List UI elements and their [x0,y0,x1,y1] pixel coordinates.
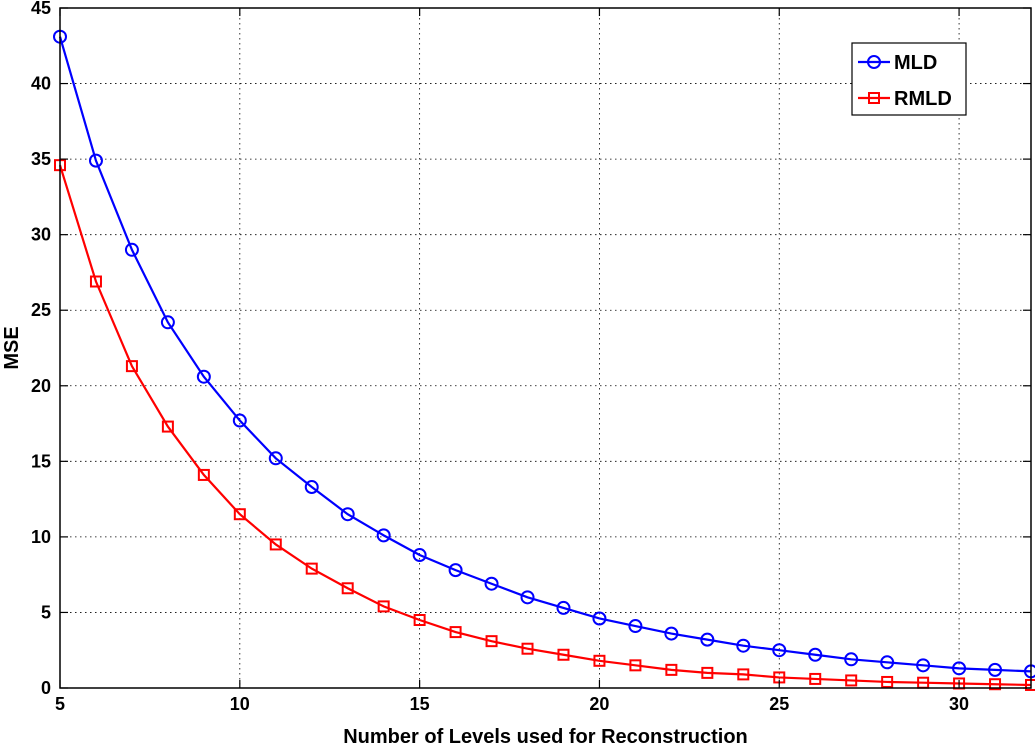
y-tick-label: 45 [31,0,51,18]
y-tick-label: 40 [31,74,51,94]
data-point-rmld [593,654,606,667]
data-point-rmld [125,360,138,373]
data-point-mld [412,548,427,563]
x-tick-label: 10 [230,694,250,714]
data-point-rmld [161,420,174,433]
x-tick-label: 20 [589,694,609,714]
series-rmld [54,159,1035,691]
data-point-mld [844,652,859,667]
data-point-rmld [413,614,426,626]
y-tick-label: 35 [31,149,51,169]
legend-label-rmld: RMLD [894,88,952,110]
data-point-mld [448,563,463,578]
data-point-mld [952,661,967,676]
y-tick-label: 5 [41,602,51,622]
y-axis-label: MSE [1,326,23,369]
series-layer [53,29,1035,691]
data-point-rmld [845,674,858,687]
y-tick-label: 30 [31,225,51,245]
y-tick-label: 15 [31,451,51,471]
data-point-mld [772,643,787,658]
legend-label-mld: MLD [894,52,937,74]
legend-entry-rmld: RMLD [858,88,952,110]
data-point-rmld [269,538,282,551]
data-point-rmld [197,468,210,481]
data-point-rmld [557,648,570,661]
data-point-mld [340,507,355,522]
data-point-rmld [521,642,534,655]
plot-frame [59,7,1032,689]
data-point-mld [196,369,211,384]
data-point-mld [268,451,283,466]
data-point-mld [520,590,535,605]
data-point-rmld [989,678,1002,691]
legend-marker-mld [867,55,881,69]
data-point-mld [916,658,931,673]
data-point-rmld [305,562,318,575]
data-point-mld [628,619,643,634]
data-point-rmld [809,672,822,685]
data-point-mld [124,242,139,257]
data-point-rmld [881,675,894,688]
data-point-mld [304,480,319,495]
legend-marker-rmld [868,92,880,104]
x-tick-label: 5 [55,694,65,714]
series-mld [53,29,1035,679]
grid [60,8,1031,688]
legend-marker-shape [867,55,881,69]
y-tick-label: 0 [41,678,51,698]
y-tick-label: 10 [31,527,51,547]
legend: MLD RMLD [851,42,967,116]
data-point-mld [376,528,391,543]
x-tick-label: 30 [949,694,969,714]
data-point-mld [880,655,895,670]
data-point-rmld [233,508,246,521]
data-point-mld [484,576,499,591]
data-point-mld [556,600,571,615]
data-point-rmld [89,275,102,288]
y-tick-label: 20 [31,376,51,396]
y-tick-label: 25 [31,300,51,320]
data-point-rmld [449,626,462,639]
data-point-rmld [341,582,354,595]
data-point-mld [664,626,679,641]
data-point-mld [88,153,103,168]
x-axis-label: Number of Levels used for Reconstruction [343,726,748,748]
series-line-rmld [58,164,1032,687]
data-point-mld [736,638,751,653]
data-point-mld [592,611,607,626]
legend-entry-mld: MLD [858,52,937,74]
x-tick-label: 25 [769,694,789,714]
data-point-mld [160,315,175,330]
x-tick-label: 15 [410,694,430,714]
data-point-rmld [701,666,714,679]
series-line-mld [58,36,1032,673]
data-point-mld [808,647,823,662]
data-point-mld [232,413,247,428]
data-point-rmld [629,659,642,672]
legend-marker-shape [868,92,880,104]
data-point-mld [988,662,1003,677]
data-point-rmld [377,600,390,613]
data-point-rmld [665,663,678,676]
data-point-mld [700,632,715,647]
data-point-rmld [485,635,498,648]
data-point-rmld [737,668,750,681]
